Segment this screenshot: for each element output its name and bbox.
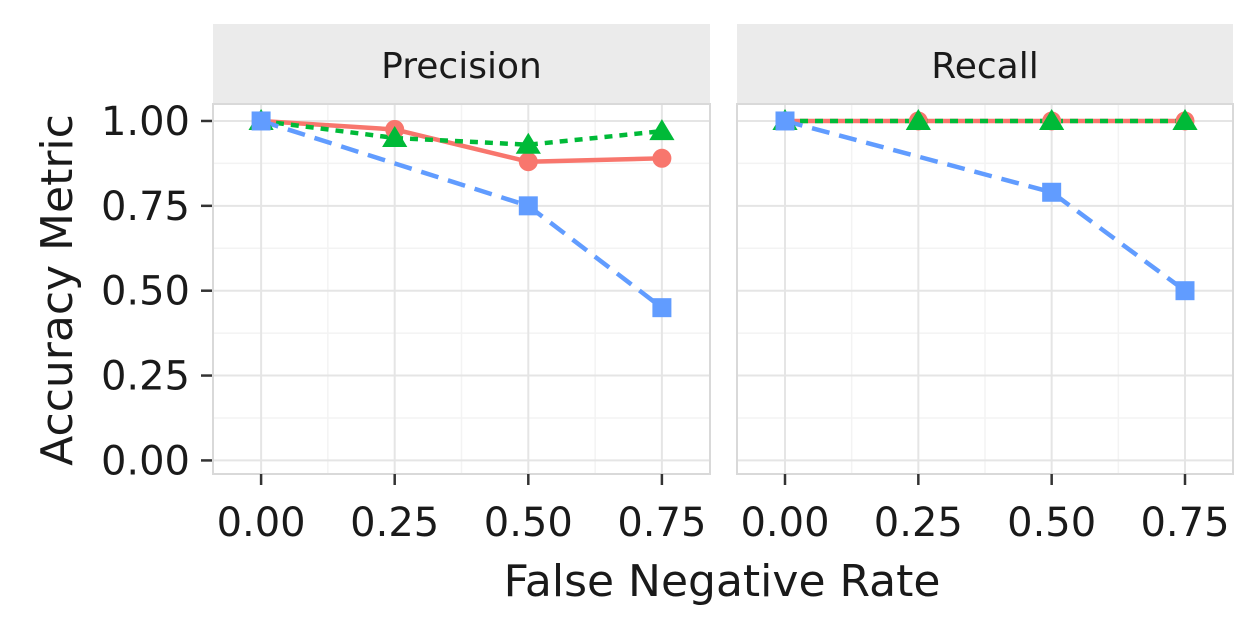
series-line-triangle (260, 118, 663, 147)
y-tick-label: 0.25 (101, 354, 190, 400)
data-point-square (652, 298, 672, 318)
facet-panel-1: Precision 0.00 0.25 0.50 0.75 (212, 24, 711, 546)
y-tick-label: 0.00 (101, 438, 190, 484)
x-tick-label: 0.00 (217, 500, 306, 546)
data-point-triangle (515, 132, 541, 154)
x-tick-label: 0.00 (740, 500, 829, 546)
y-tick-label: 0.50 (101, 269, 190, 315)
facet-strip (213, 24, 710, 104)
facet-title: Recall (931, 46, 1038, 87)
facet-strip (737, 24, 1233, 104)
data-point-triangle (382, 125, 408, 147)
data-point-triangle (1172, 108, 1198, 130)
data-point-square (1175, 281, 1195, 301)
x-axis-title: False Negative Rate (504, 556, 941, 607)
facet-title: Precision (381, 46, 542, 87)
y-axis-title: Accuracy Metric (32, 114, 83, 466)
x-tick-label: 0.75 (1140, 500, 1229, 546)
x-tick-label: 0.25 (874, 500, 963, 546)
series-line-circle (260, 118, 662, 164)
data-point-triangle (905, 108, 931, 130)
facet-panel-2: Recall 0.00 0.25 0.50 0.75 (736, 24, 1234, 546)
data-point-circle (518, 152, 538, 172)
x-tick-label: 0.50 (1007, 500, 1096, 546)
x-tick-label: 0.75 (617, 500, 706, 546)
y-tick-label: 0.75 (101, 184, 190, 230)
data-point-square (518, 196, 538, 216)
panel-border (736, 103, 1234, 475)
facets-layer: 0.00 0.25 0.50 0.75 1.00 Precision 0.00 0.25 0.5… (101, 24, 1234, 546)
data-point-square (775, 111, 795, 131)
data-point-triangle (1039, 108, 1065, 130)
data-point-triangle (649, 119, 675, 141)
x-tick-label: 0.25 (350, 500, 439, 546)
y-tick-label: 1.00 (101, 99, 190, 145)
data-point-square (251, 111, 271, 131)
series-line-square (784, 118, 1187, 293)
x-tick-label: 0.50 (484, 500, 573, 546)
panel-border (212, 103, 711, 475)
data-point-square (1042, 182, 1062, 202)
data-point-circle (652, 148, 672, 168)
